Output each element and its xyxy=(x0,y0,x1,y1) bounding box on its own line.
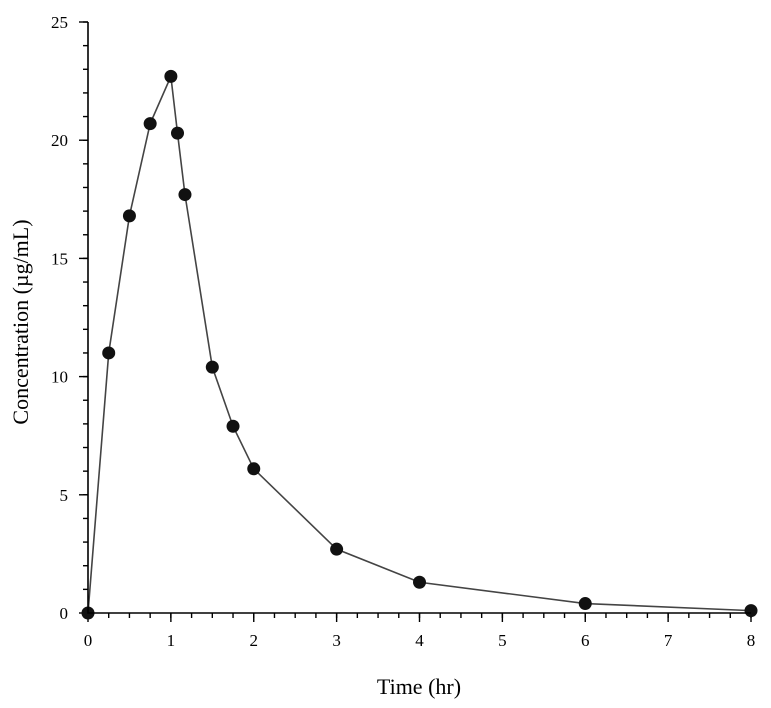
y-tick-label: 5 xyxy=(60,486,69,505)
data-point xyxy=(102,346,116,360)
y-axis-title: Concentration (µg/mL) xyxy=(8,219,33,424)
y-tick-label: 25 xyxy=(51,13,68,32)
x-tick-label: 4 xyxy=(415,631,424,650)
y-tick-label: 15 xyxy=(51,249,68,268)
x-tick-label: 7 xyxy=(664,631,673,650)
data-point xyxy=(744,604,758,618)
y-tick-label: 20 xyxy=(51,131,68,150)
x-tick-label: 1 xyxy=(167,631,176,650)
x-tick-labels: 0 1 2 3 4 5 6 7 8 xyxy=(84,631,756,650)
y-tick-label: 10 xyxy=(51,368,68,387)
data-point xyxy=(578,597,592,611)
data-point xyxy=(171,126,185,140)
x-tick-label: 2 xyxy=(250,631,259,650)
x-tick-label: 8 xyxy=(747,631,756,650)
x-tick-label: 3 xyxy=(332,631,341,650)
x-tick-label: 0 xyxy=(84,631,93,650)
y-tick-label: 0 xyxy=(60,604,69,623)
data-point xyxy=(413,575,426,589)
axes xyxy=(87,22,751,614)
data-point xyxy=(247,462,261,476)
x-tick-label: 6 xyxy=(581,631,590,650)
minor-ticks xyxy=(83,21,752,618)
data-point xyxy=(122,209,136,223)
x-tick-label: 5 xyxy=(498,631,507,650)
data-point xyxy=(178,188,192,202)
data-point xyxy=(164,69,178,83)
concentration-line xyxy=(87,73,752,614)
y-tick-labels: 0 5 10 15 20 25 xyxy=(51,13,68,623)
data-point xyxy=(330,542,344,556)
data-point xyxy=(205,360,219,374)
data-point xyxy=(143,117,157,131)
x-axis-title: Time (hr) xyxy=(377,674,461,699)
major-ticks xyxy=(79,21,752,622)
data-point xyxy=(226,419,240,433)
data-points xyxy=(81,69,758,620)
